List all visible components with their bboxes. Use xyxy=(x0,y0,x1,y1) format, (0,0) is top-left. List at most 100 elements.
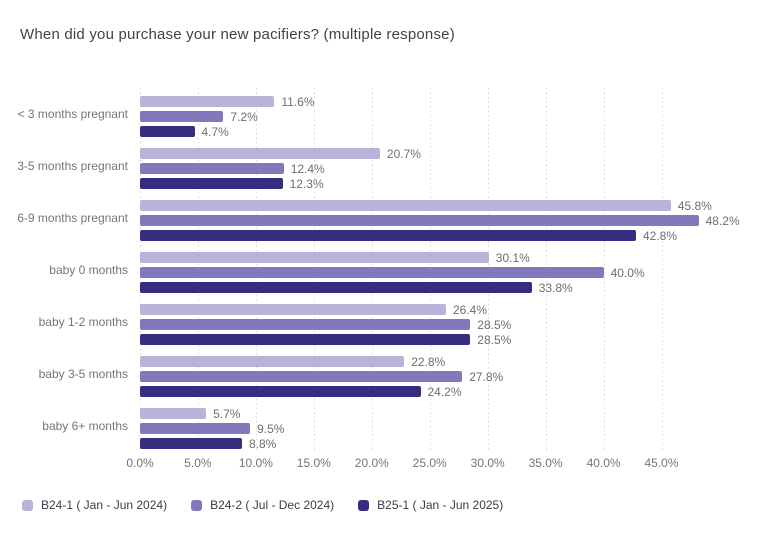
bar-value-label: 12.3% xyxy=(289,176,324,191)
bar-value-label: 45.8% xyxy=(677,198,712,213)
bar-row: 12.3% xyxy=(140,176,716,191)
bar-row: 24.2% xyxy=(140,384,716,399)
bar xyxy=(140,371,463,382)
bar-row: 28.5% xyxy=(140,318,716,332)
bar-row: 28.5% xyxy=(140,332,716,347)
bar-group: 30.1% 40.0% 33.8% xyxy=(140,244,716,296)
category-label: 3-5 months pregnant xyxy=(17,159,128,173)
bar-value-label: 11.6% xyxy=(281,94,315,109)
bar-value-label: 42.8% xyxy=(643,228,678,243)
bar xyxy=(140,356,405,367)
category-label: baby 1-2 months xyxy=(38,315,128,329)
legend-swatch xyxy=(191,499,203,511)
x-tick-label: 20.0% xyxy=(354,456,389,470)
legend-item[interactable]: B24-2 ( Jul - Dec 2024) xyxy=(191,498,334,512)
x-tick-label: 25.0% xyxy=(412,456,447,470)
bar xyxy=(140,148,380,159)
bar xyxy=(140,178,283,189)
bar xyxy=(140,319,471,330)
legend-item[interactable]: B25-1 ( Jan - Jun 2025) xyxy=(358,498,503,512)
legend-item-label: B24-1 ( Jan - Jun 2024) xyxy=(41,498,168,512)
category-label: baby 6+ months xyxy=(42,419,128,433)
bar xyxy=(140,163,284,174)
x-tick-label: 35.0% xyxy=(528,456,563,470)
bar-value-label: 20.7% xyxy=(386,146,421,161)
bar xyxy=(140,423,251,434)
bar-value-label: 7.2% xyxy=(230,109,258,124)
bar-value-label: 30.1% xyxy=(495,250,530,265)
x-tick-label: 15.0% xyxy=(296,456,331,470)
x-axis: 0.0% 5.0% 10.0% 15.0% 20.0% 25.0% 30.0% 35.0% 40… xyxy=(126,456,716,472)
category-label: 6-9 months pregnant xyxy=(17,211,128,225)
bar-group: 20.7% 12.4% 12.3% xyxy=(140,140,716,192)
legend-item[interactable]: B24-1 ( Jan - Jun 2024) xyxy=(22,498,167,512)
bar xyxy=(140,252,489,263)
bar-value-label: 8.8% xyxy=(249,436,277,451)
bar-row: 12.4% xyxy=(140,161,716,176)
bar xyxy=(140,96,275,107)
bar-value-label: 5.7% xyxy=(213,406,241,421)
bar-value-label: 9.5% xyxy=(257,421,285,436)
bar-row: 40.0% xyxy=(140,265,716,280)
bar-row: 9.5% xyxy=(140,421,716,436)
bar-value-label: 40.0% xyxy=(610,265,645,280)
bar-group: 22.8% 27.8% 24.2% xyxy=(140,348,716,400)
x-tick-label: 45.0% xyxy=(644,456,679,470)
bar-row: 5.7% xyxy=(140,406,716,421)
bar xyxy=(140,282,532,293)
bar-group: 5.7% 9.5% 8.8% xyxy=(140,400,716,452)
bar xyxy=(140,267,604,278)
bar-row: 4.7% xyxy=(140,124,716,139)
bar-row: 22.8% xyxy=(140,354,716,369)
bar xyxy=(140,334,471,345)
bar-group: 45.8% 48.2% 42.8% xyxy=(140,192,740,244)
legend-item-label: B24-2 ( Jul - Dec 2024) xyxy=(210,498,335,512)
bar xyxy=(140,386,421,397)
bar-row: 30.1% xyxy=(140,250,716,265)
bar-row: 48.2% xyxy=(140,214,740,228)
category-label: baby 3-5 months xyxy=(38,367,128,381)
bar xyxy=(140,126,195,137)
bar-value-label: 27.8% xyxy=(469,369,504,384)
category-label: < 3 months pregnant xyxy=(17,107,128,121)
gridline xyxy=(661,88,663,452)
bar-row: 7.2% xyxy=(140,109,716,124)
bar xyxy=(140,215,699,226)
bar-value-label: 48.2% xyxy=(705,213,740,228)
legend-swatch xyxy=(358,499,370,511)
bar xyxy=(140,408,207,419)
bar-group: 11.6% 7.2% 4.7% xyxy=(140,88,716,140)
bar-row: 42.8% xyxy=(140,228,716,243)
bar-row: 26.4% xyxy=(140,302,716,317)
bar-row: 8.8% xyxy=(140,436,716,451)
plot-area: 11.6% 7.2% 4.7% 20.7% 12.4% 12.3% 45.8% 48.2% 42… xyxy=(140,88,740,452)
gridline xyxy=(603,88,605,452)
bar-row: 45.8% xyxy=(140,198,716,213)
bar xyxy=(140,438,242,449)
bar xyxy=(140,230,636,241)
bar-row: 27.8% xyxy=(140,369,716,384)
bar xyxy=(140,200,671,211)
bar-row: 33.8% xyxy=(140,280,716,295)
bar-value-label: 22.8% xyxy=(411,354,446,369)
bar xyxy=(140,111,224,122)
bar-value-label: 28.5% xyxy=(477,332,512,347)
bar-value-label: 4.7% xyxy=(201,124,229,139)
bar-row: 11.6% xyxy=(140,94,716,109)
x-tick-label: 30.0% xyxy=(470,456,505,470)
x-tick-label: 5.0% xyxy=(184,456,212,470)
legend: B24-1 ( Jan - Jun 2024) B24-2 ( Jul - Dec… xyxy=(22,498,503,512)
x-tick-label: 40.0% xyxy=(586,456,621,470)
bar-value-label: 33.8% xyxy=(538,280,573,295)
category-label: baby 0 months xyxy=(49,263,128,277)
x-tick-label: 10.0% xyxy=(238,456,273,470)
bar-value-label: 24.2% xyxy=(427,384,462,399)
bar-value-label: 26.4% xyxy=(453,302,488,317)
chart-title: When did you purchase your new pacifiers… xyxy=(20,26,455,43)
x-tick-label: 0.0% xyxy=(126,456,154,470)
bar-value-label: 12.4% xyxy=(290,161,325,176)
bar-group: 26.4% 28.5% 28.5% xyxy=(140,296,716,348)
bar-row: 20.7% xyxy=(140,146,716,161)
y-axis-category-labels: < 3 months pregnant 3-5 months pregnant 6-… xyxy=(0,88,134,452)
